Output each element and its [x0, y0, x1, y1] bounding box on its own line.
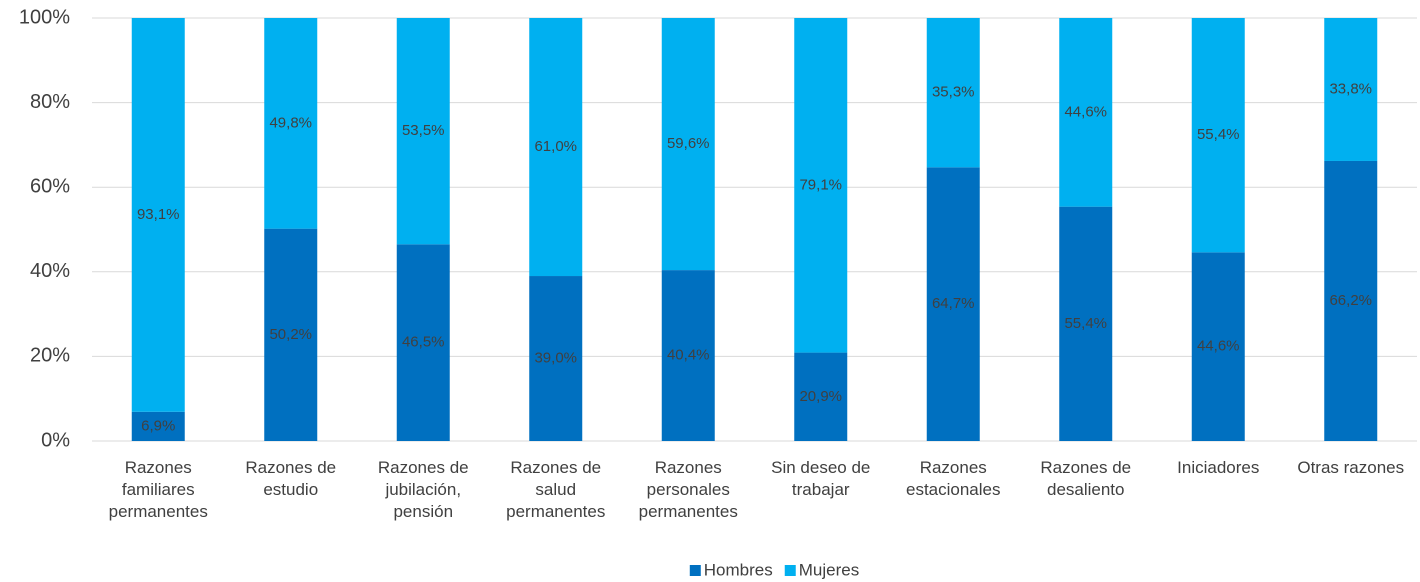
value-label: 33,8%	[1329, 80, 1372, 97]
value-label: 64,7%	[932, 295, 975, 312]
x-tick-label-line: Razones	[655, 458, 722, 477]
value-label: 55,4%	[1197, 126, 1240, 143]
x-tick-label-line: estacionales	[906, 480, 1001, 499]
x-tick-label: Otras razones	[1297, 458, 1404, 477]
value-label: 40,4%	[667, 347, 710, 364]
x-tick-label-line: Razones de	[245, 458, 336, 477]
bar-segment	[1191, 252, 1245, 441]
legend-label: Mujeres	[799, 560, 859, 579]
bar-segment	[1324, 18, 1378, 161]
x-tick-label-line: desaliento	[1047, 480, 1125, 499]
x-tick-label-line: Razones de	[510, 458, 601, 477]
y-tick-label: 100%	[19, 6, 70, 28]
x-tick-label-line: permanentes	[109, 502, 208, 521]
x-tick-label-line: Razones de	[378, 458, 469, 477]
value-label: 79,1%	[799, 176, 842, 193]
value-label: 93,1%	[137, 206, 180, 223]
x-tick-label: Sin deseo de trabajar	[771, 458, 870, 499]
bar-segment	[529, 18, 583, 277]
bar-segment	[661, 18, 715, 271]
value-label: 44,6%	[1064, 103, 1107, 120]
x-tick-label-line: jubilación,	[384, 480, 461, 499]
value-label: 59,6%	[667, 135, 710, 152]
bar-segment	[131, 411, 185, 441]
x-tick-label: Razones de desaliento	[1040, 458, 1131, 499]
bar-segment	[396, 244, 450, 441]
value-label: 46,5%	[402, 334, 445, 351]
value-label: 35,3%	[932, 84, 975, 101]
x-tick-label: Razones familiares permanentes	[109, 458, 208, 521]
x-tick-label: Iniciadores	[1177, 458, 1259, 477]
value-label: 44,6%	[1197, 338, 1240, 355]
x-tick-label-line: Razones de	[1040, 458, 1131, 477]
y-tick-label: 40%	[30, 260, 70, 282]
x-tick-label-line: familiares	[122, 480, 195, 499]
x-tick-label: Razones de jubilación, pensión	[378, 458, 469, 521]
bar-segment	[1191, 18, 1245, 253]
bar-segment	[1059, 206, 1113, 441]
bar-segment	[1059, 18, 1113, 207]
value-label: 50,2%	[269, 326, 312, 343]
x-tick-label-line: Razones	[920, 458, 987, 477]
x-tick-label: Razones estacionales	[906, 458, 1001, 499]
value-label: 6,9%	[141, 417, 175, 434]
value-label: 66,2%	[1329, 292, 1372, 309]
bar-segment	[131, 18, 185, 412]
x-tick-label-line: permanentes	[639, 502, 738, 521]
y-tick-label: 80%	[30, 91, 70, 113]
x-tick-label-line: trabajar	[792, 480, 850, 499]
x-tick-label-line: Razones	[125, 458, 192, 477]
x-tick-label-line: estudio	[263, 480, 318, 499]
x-tick-label: Razones de estudio	[245, 458, 336, 499]
value-label: 49,8%	[269, 114, 312, 131]
value-label: 39,0%	[534, 349, 577, 366]
bar-segment	[264, 18, 318, 229]
bar-segment	[661, 270, 715, 441]
y-tick-label: 0%	[41, 429, 70, 451]
bar-segment	[396, 18, 450, 245]
x-tick-label-line: pensión	[393, 502, 453, 521]
bar-segment	[794, 18, 848, 353]
x-tick-label-line: salud	[535, 480, 576, 499]
legend-swatch	[689, 565, 701, 576]
value-label: 20,9%	[799, 388, 842, 405]
x-tick-label-line: permanentes	[506, 502, 605, 521]
legend-label: Hombres	[704, 560, 773, 579]
legend: Hombres Mujeres	[689, 560, 859, 579]
x-tick-label: Razones de salud permanentes	[506, 458, 605, 521]
bar-segment	[529, 276, 583, 441]
value-label: 55,4%	[1064, 315, 1107, 332]
bar-segment	[794, 352, 848, 441]
x-tick-label-line: Iniciadores	[1177, 458, 1259, 477]
bar-segment	[926, 18, 980, 168]
y-tick-label: 20%	[30, 345, 70, 367]
bar-segment	[926, 167, 980, 441]
bar-segment	[1324, 160, 1378, 441]
x-tick-label-line: personales	[647, 480, 730, 499]
x-tick-label: Razones personales permanentes	[639, 458, 738, 521]
value-label: 61,0%	[534, 138, 577, 155]
y-tick-label: 60%	[30, 175, 70, 197]
value-label: 53,5%	[402, 122, 445, 139]
x-tick-label-line: Otras razones	[1297, 458, 1404, 477]
legend-swatch	[784, 565, 796, 576]
x-tick-label-line: Sin deseo de	[771, 458, 870, 477]
bar-segment	[264, 228, 318, 441]
